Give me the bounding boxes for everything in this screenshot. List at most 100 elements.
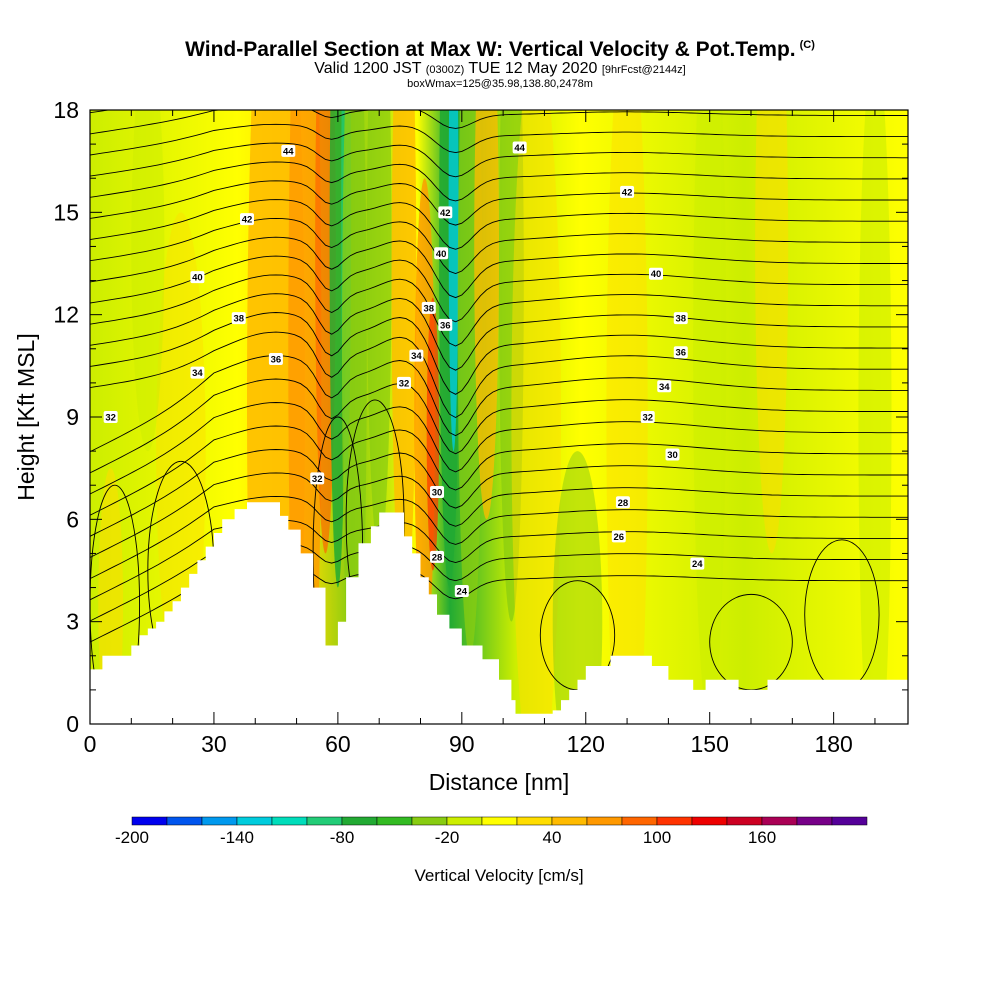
x-tick-labels: 0 30 60 90 120 150 180 [84,731,853,757]
colorbar-tick-label: -140 [220,828,254,847]
theta-contour-label: 32 [105,413,116,424]
theta-contour-label-bg [434,247,449,260]
colorbar-swatch [131,816,168,826]
y-tick-label: 15 [53,199,79,225]
terrain-layer [90,502,908,724]
theta-contour-line [90,123,908,156]
chart-title: Wind-Parallel Section at Max W: Vertical… [185,38,815,61]
theta-contour-line [90,449,908,537]
x-tick-label: 30 [201,731,227,757]
theta-contour-label: 30 [667,450,678,461]
colorbar-tick-labels: -200 -140 -80 -20 40 100 160 [115,828,776,847]
colorbar-tick-label: 100 [643,828,671,847]
vertical-velocity-plume [755,110,789,554]
theta-contours [90,110,908,724]
theta-contour-label-bg [438,318,453,331]
theta-contour-line [90,180,908,226]
theta-contour-label-bg [239,213,254,226]
vertical-velocity-plume [511,110,561,724]
theta-contour-label-bg [438,206,453,219]
colorbar-swatch [796,816,833,826]
colorbar-swatch [621,816,658,826]
colorbar-swatch [201,816,238,826]
theta-contour-line [90,142,908,178]
theta-contour-loop [539,580,616,691]
theta-contour-line [90,402,908,495]
copyright-mark: (C) [799,39,815,51]
x-tick-label: 180 [814,731,852,757]
theta-contour-label-bg [103,411,118,423]
theta-contour-line [90,472,908,558]
colorbar-swatch [516,816,553,826]
theta-contour-label: 44 [514,143,525,154]
theta-contour-line [90,312,908,395]
theta-contour-line [90,378,908,474]
theta-contour-label: 36 [675,348,686,359]
y-tick-labels: 0 3 6 9 12 15 18 [53,97,79,737]
colorbar-label: Vertical Velocity [cm/s] [414,866,583,885]
theta-contour-line [90,199,908,250]
theta-contour-line [90,495,908,580]
theta-contour-line [90,161,908,202]
theta-contour-label: 38 [233,314,244,325]
vertical-velocity-plume [426,297,440,571]
theta-contour-label: 42 [242,215,253,226]
theta-contour-loop [709,593,793,691]
y-tick-label: 9 [66,404,79,430]
theta-contour-label-bg [665,448,680,461]
theta-contour-label-bg [190,271,205,284]
theta-contour-label: 40 [651,269,662,280]
x-tick-label: 60 [325,731,351,757]
colorbar-tick-label: -80 [330,828,355,847]
theta-contour-label-bg [648,267,663,280]
theta-contour-label-bg [430,550,445,563]
vertical-velocity-plume [391,110,417,622]
theta-contour-label-bg [657,380,672,393]
colorbar-swatch [376,816,413,826]
theta-contour-label-bg [673,312,688,325]
vertical-velocity-plume [606,110,648,724]
colorbar [131,816,868,826]
y-tick-label: 6 [66,506,79,532]
vertical-velocity-plume [131,110,165,452]
colorbar-swatch [726,816,763,826]
colorbar-swatch [761,816,798,826]
chart-subtitle: Valid 1200 JST (0300Z) TUE 12 May 2020 [… [314,60,686,77]
theta-contour-label-bg [620,185,635,198]
colorbar-swatch [306,816,343,826]
colorbar-tick-label: 160 [748,828,776,847]
x-tick-label: 90 [449,731,475,757]
theta-contour-label-bg [421,301,436,314]
theta-contour-label: 42 [622,187,633,198]
theta-contour-label-bg [611,530,626,543]
plot-area: 32 34 38 40 42 44 36 32 32 34 38 36 40 42 44 30 28 24 42 40… [90,110,908,724]
colorbar-swatch [691,816,728,826]
vertical-velocity-plume [366,110,392,554]
vertical-velocity-plume [156,212,206,690]
theta-contour-line [90,217,908,274]
theta-contour-label: 34 [411,351,422,362]
x-tick-label: 150 [691,731,729,757]
colorbar-swatch [446,816,483,826]
x-tick-label: 0 [84,731,97,757]
colorbar-swatch [586,816,623,826]
theta-contour-label-bg [690,557,705,570]
plot-frame [89,109,909,725]
theta-contour-label-bg [190,366,205,379]
theta-contour-label-bg [281,144,296,157]
theta-contour-line [90,274,908,347]
theta-contour-label: 36 [271,355,282,366]
theta-contour-label: 26 [614,532,625,543]
colorbar-swatch [166,816,203,826]
y-tick-label: 12 [53,302,79,328]
theta-contour-line [90,293,908,371]
theta-contour-labels: 32 34 38 40 42 44 36 32 32 34 38 36 40 42 44 30 28 24 42 40… [103,141,705,597]
colorbar-swatch [341,816,378,826]
theta-contour-label: 38 [423,303,434,314]
theta-contour-label: 36 [440,320,451,331]
theta-contour-label: 42 [440,208,451,219]
theta-contour-label: 28 [618,498,629,509]
theta-contour-line [90,331,908,419]
vertical-velocity-plume [474,110,499,520]
